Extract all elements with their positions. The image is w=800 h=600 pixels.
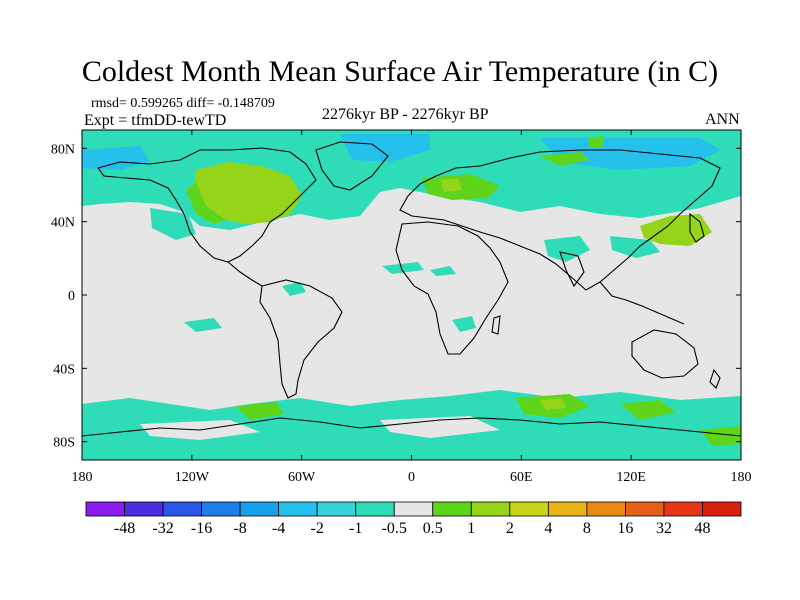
field-region-siberia-green (540, 152, 590, 166)
colorbar-label: 16 (617, 520, 633, 537)
colorbar-label: 4 (544, 520, 552, 537)
lat-tick-label: 0 (68, 289, 75, 304)
colorbar-swatch (85, 501, 125, 517)
colorbar-swatch (124, 501, 164, 517)
field-region-scandinavia (440, 178, 462, 192)
colorbar-swatch (470, 501, 511, 517)
stats-text: rmsd= 0.599265 diff= -0.148709 (91, 96, 275, 111)
field-region-pacific-blue (82, 146, 150, 170)
colorbar-swatch (316, 501, 357, 517)
field-region-siberia-blue (540, 138, 720, 170)
lon-tick-label: 0 (408, 470, 415, 485)
field-region-africa-north (430, 266, 456, 276)
chart-title: Coldest Month Mean Surface Air Temperatu… (81, 55, 719, 88)
colorbar-swatch (432, 501, 472, 517)
season-label: ANN (705, 111, 740, 128)
coastline-africa (395, 221, 509, 355)
coastline-new-zealand (709, 368, 721, 389)
colorbar-label: -48 (114, 520, 135, 537)
lon-tick-label: 60E (510, 470, 533, 485)
colorbar-label: 2 (506, 520, 514, 537)
lat-tick-label: 80S (53, 436, 75, 451)
coastline-india (559, 251, 585, 288)
colorbar-swatch (239, 501, 280, 517)
colorbar-label: -1 (349, 520, 362, 537)
experiment-label: Expt = tfmDD-tewTD (84, 112, 227, 129)
colorbar-swatch (509, 501, 549, 517)
coastlines (82, 141, 741, 437)
field-region-north-america (194, 162, 302, 224)
colorbar-swatch (586, 501, 626, 517)
field-region-north-cap (588, 136, 604, 148)
lon-tick-label: 120W (175, 470, 210, 485)
coastline-greenland (315, 141, 389, 191)
field-region-north-america-edge (186, 182, 226, 224)
coastline-southeast-asia (599, 281, 685, 325)
lat-tick-label: 80N (51, 142, 75, 157)
field-region-mid-pacific (184, 318, 222, 332)
field-region-arabia (544, 236, 590, 262)
field-region-antarctic-green-4 (620, 400, 676, 420)
colorbar: -48 -32 -16 -8 -4 -2 -1 -0.5 0.5 1 2 4 8 16 32 48 (85, 501, 742, 537)
field-region-antarctic-neutral-2 (380, 416, 500, 438)
colorbar-swatch (663, 501, 703, 517)
coastline-south-america (259, 279, 343, 399)
lon-tick-label: 180 (731, 470, 752, 485)
period-label: 2276kyr BP - 2276kyr BP (322, 106, 489, 123)
field-region-atlantic (382, 262, 424, 274)
lat-tick-label: 40S (53, 362, 75, 377)
field-region-ross (700, 426, 741, 446)
field-region-east-asia-cyan (610, 236, 660, 258)
colorbar-swatch (278, 501, 318, 517)
field-region-arctic-blue (340, 134, 430, 162)
field-region-antarctic-green-3 (540, 398, 566, 410)
colorbar-swatch (547, 501, 588, 517)
colorbar-swatch (625, 501, 665, 517)
colorbar-label: 32 (656, 520, 672, 537)
colorbar-swatch (393, 501, 434, 517)
colorbar-label: -4 (272, 520, 285, 537)
coastline-antarctica (82, 417, 741, 437)
coastline-north-america (97, 147, 317, 263)
colorbar-label: 48 (694, 520, 710, 537)
lon-tick-label: 180 (72, 470, 93, 485)
lat-tick-label: 40N (51, 216, 75, 231)
colorbar-swatch (702, 501, 742, 517)
colorbar-label: -32 (152, 520, 173, 537)
coastline-europe-asia (399, 149, 721, 291)
colorbar-label: -0.5 (382, 520, 407, 537)
colorbar-label: 8 (583, 520, 591, 537)
coastline-central-america (227, 261, 263, 287)
coastline-japan (689, 212, 705, 243)
map-field (82, 130, 741, 460)
colorbar-label: -16 (191, 520, 212, 537)
coastline-madagascar (491, 315, 501, 335)
colorbar-label: 1 (467, 520, 475, 537)
colorbar-swatch (355, 501, 395, 517)
field-region-antarctic-green-1 (236, 402, 284, 420)
colorbar-swatch (201, 501, 241, 517)
colorbar-label: -2 (311, 520, 324, 537)
colorbar-label: -8 (233, 520, 246, 537)
coastline-australia (631, 329, 699, 379)
field-region-amazon (282, 282, 306, 296)
field-region-mozambique (452, 316, 476, 332)
colorbar-swatch (162, 501, 202, 517)
lon-tick-label: 120E (616, 470, 646, 485)
lon-tick-label: 60W (288, 470, 316, 485)
colorbar-label: 0.5 (423, 520, 443, 537)
map-ticks: 180 120W 60W 0 60E 120E 180 80N 40N 0 40S 80S (51, 130, 752, 485)
